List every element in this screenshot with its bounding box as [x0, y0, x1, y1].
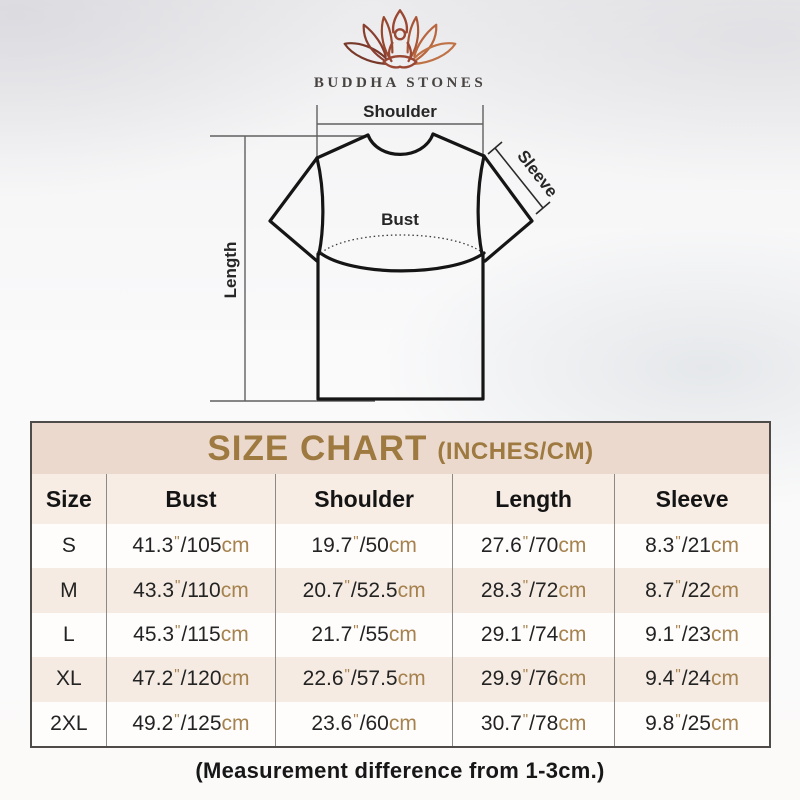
size-cell: XL	[56, 667, 82, 691]
column-header-bust: Bust	[105, 474, 276, 524]
shoulder-measurement-cell: 19.7 "/50 cm	[275, 524, 452, 569]
sleeve-measurement-cell: 9.4 "/24 cm	[614, 657, 769, 702]
bust-measurement-cell: 45.3 "/115 cm	[105, 612, 276, 658]
shoulder-label: Shoulder	[363, 102, 437, 121]
bust-measurement-cell: 43.3 "/110 cm	[105, 568, 276, 613]
size-chart-banner: SIZE CHART (INCHES/CM)	[32, 423, 769, 474]
brand-name: BUDDHA STONES	[313, 75, 487, 91]
column-header-shoulder: Shoulder	[275, 474, 452, 524]
length-measurement-cell: 29.1 "/74 cm	[452, 612, 614, 658]
size-chart-title: SIZE CHART	[207, 428, 428, 468]
column-header-sleeve: Sleeve	[614, 474, 769, 524]
tshirt-outline-drawing	[210, 105, 551, 402]
table-row-2xl: 2XL 49.2 "/125 cm 23.6 "/60 cm 30.7 "/78 cm 9.8 "/2…	[32, 701, 769, 746]
size-table-body: S 41.3 "/105 cm 19.7 "/50 cm 27.6 "/70 cm 8.3 "/21 c…	[32, 524, 769, 746]
sleeve-measurement-cell: 9.8 "/25 cm	[614, 701, 769, 746]
bust-measurement-cell: 47.2 "/120 cm	[105, 657, 276, 702]
size-chart-table: SIZE CHART (INCHES/CM) Size Bust Shoulde…	[30, 421, 771, 748]
length-measurement-cell: 30.7 "/78 cm	[452, 701, 614, 746]
sleeve-measurement-cell: 8.7 "/22 cm	[614, 568, 769, 613]
brand-header: BUDDHA STONES	[0, 0, 800, 92]
shoulder-measurement-cell: 23.6 "/60 cm	[275, 701, 452, 746]
size-cell: M	[60, 578, 78, 602]
bust-measurement-cell: 41.3 "/105 cm	[105, 524, 276, 569]
sleeve-measurement-cell: 8.3 "/21 cm	[614, 524, 769, 569]
table-row-xl: XL 47.2 "/120 cm 22.6 "/57.5 cm 29.9 "/76 cm 9.4 " /…	[32, 657, 769, 702]
size-cell: S	[61, 534, 76, 558]
length-measurement-cell: 27.6 "/70 cm	[452, 524, 614, 569]
table-header-row: Size Bust Shoulder Length Sleeve	[32, 474, 769, 524]
length-measurement-cell: 29.9 "/76 cm	[452, 657, 614, 702]
bust-measurement-cell: 49.2 "/125 cm	[105, 701, 276, 746]
shoulder-measurement-cell: 21.7 "/55 cm	[275, 612, 452, 658]
sleeve-measurement-cell: 9.1 "/23 cm	[614, 612, 769, 658]
size-cell: L	[63, 622, 75, 646]
bust-label: Bust	[381, 210, 419, 229]
column-header-length: Length	[452, 474, 614, 524]
size-cell: 2XL	[50, 711, 88, 735]
size-chart-units-subtitle: (INCHES/CM)	[437, 437, 594, 465]
shoulder-measurement-cell: 22.6 "/57.5 cm	[275, 657, 452, 702]
column-header-size: Size	[45, 485, 92, 512]
shoulder-measurement-cell: 20.7 "/52.5 cm	[275, 568, 452, 613]
tshirt-measurement-diagram: Shoulder Bust Length Sleeve	[200, 98, 600, 415]
table-row-m: M 43.3 "/110 cm 20.7 "/52.5 cm 28.3 "/72 cm 8.7 "/2…	[32, 568, 769, 613]
length-label: Length	[221, 241, 240, 299]
lotus-meditation-icon	[343, 9, 457, 69]
length-measurement-cell: 28.3 "/72 cm	[452, 568, 614, 613]
table-row-l: L 45.3 "/115 cm 21.7 "/55 cm 29.1 "/74 cm 9.1 "/23 c…	[32, 612, 769, 658]
measurement-note: (Measurement difference from 1-3cm.)	[195, 758, 605, 783]
table-row-s: S 41.3 "/105 cm 19.7 "/50 cm 27.6 "/70 cm 8.3 "/21 c…	[32, 524, 769, 569]
